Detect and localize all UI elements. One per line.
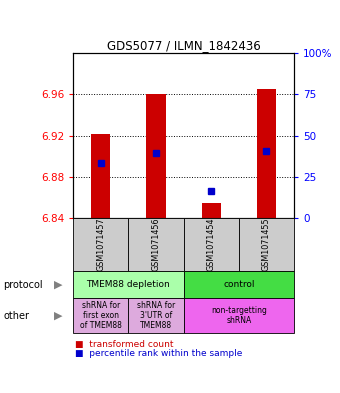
- Text: protocol: protocol: [3, 279, 43, 290]
- Text: GSM1071455: GSM1071455: [262, 218, 271, 272]
- Text: other: other: [3, 310, 29, 321]
- Text: shRNA for
first exon
of TMEM88: shRNA for first exon of TMEM88: [80, 301, 122, 331]
- Bar: [257, 89, 276, 218]
- Title: GDS5077 / ILMN_1842436: GDS5077 / ILMN_1842436: [107, 39, 260, 52]
- Bar: [91, 134, 110, 218]
- Text: ■  transformed count: ■ transformed count: [75, 340, 173, 349]
- Text: TMEM88 depletion: TMEM88 depletion: [86, 280, 170, 289]
- Text: ▶: ▶: [54, 279, 62, 290]
- Text: ■  percentile rank within the sample: ■ percentile rank within the sample: [75, 349, 242, 358]
- Text: GSM1071454: GSM1071454: [207, 218, 216, 272]
- Bar: [146, 94, 166, 218]
- Text: control: control: [223, 280, 255, 289]
- Text: ▶: ▶: [54, 310, 62, 321]
- Text: non-targetting
shRNA: non-targetting shRNA: [211, 306, 267, 325]
- Text: GSM1071456: GSM1071456: [152, 218, 160, 272]
- Text: GSM1071457: GSM1071457: [96, 218, 105, 272]
- Text: shRNA for
3'UTR of
TMEM88: shRNA for 3'UTR of TMEM88: [137, 301, 175, 331]
- Bar: [202, 203, 221, 218]
